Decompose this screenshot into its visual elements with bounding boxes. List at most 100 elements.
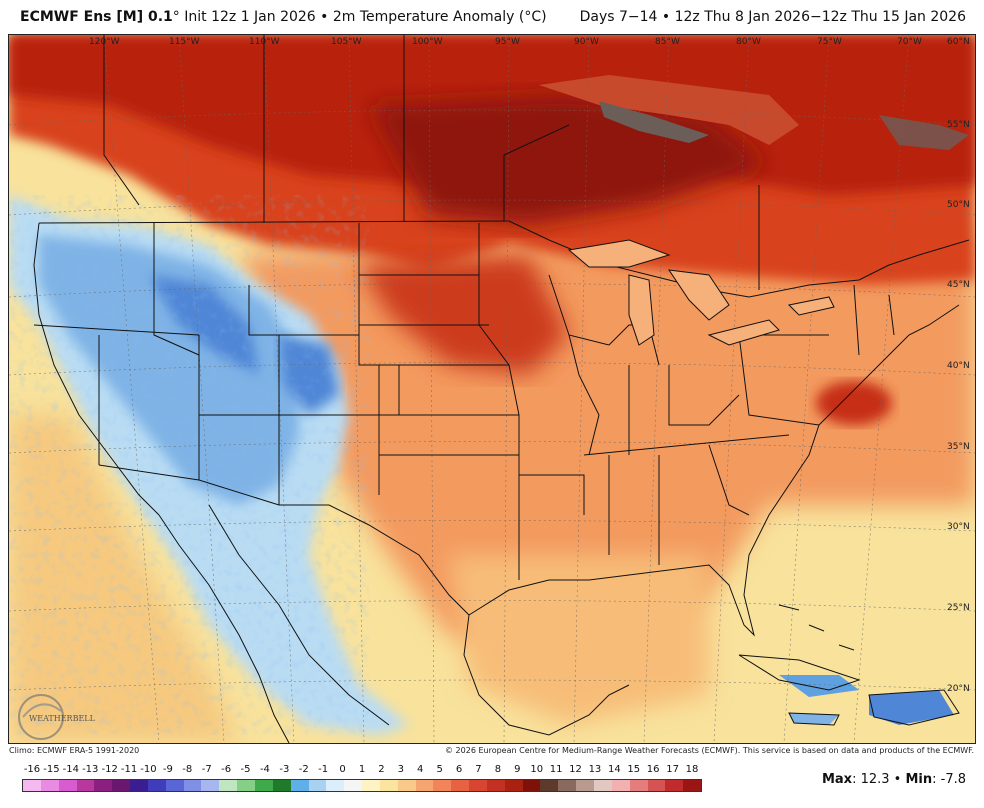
colorbar-swatch <box>469 780 487 791</box>
colorbar-swatch <box>540 780 559 791</box>
colorbar-tick-label: -2 <box>298 764 309 775</box>
lon-label: 105°W <box>331 37 362 47</box>
colorbar-swatch <box>379 780 398 791</box>
colorbar-swatch <box>40 780 59 791</box>
colorbar-swatches <box>22 779 702 792</box>
colorbar-tick-label: -9 <box>162 764 173 775</box>
max-value: : 12.3 • <box>852 772 906 787</box>
valid-period: Days 7−14 • 12z Thu 8 Jan 2026−12z Thu 1… <box>579 9 966 25</box>
great-lakes <box>567 239 835 346</box>
colorbar-swatch <box>415 780 434 791</box>
colorbar-swatch <box>397 780 416 791</box>
copyright-text: © 2026 European Centre for Medium-Range … <box>445 746 974 755</box>
colorbar-tick-label: 10 <box>530 764 544 775</box>
colorbar-tick-label: -1 <box>318 764 329 775</box>
hudson-bay <box>539 75 799 145</box>
colorbar-tick-label: 18 <box>685 764 699 775</box>
colorbar-tick-label: 4 <box>417 764 424 775</box>
colorbar-swatch <box>165 780 184 791</box>
colorbar-swatch <box>647 780 666 791</box>
max-label: Max <box>821 772 853 787</box>
colorbar-labels: -16 -15 -14 -13 -12 -11 -10 -9 -8 -7 -6 -5 -4 -3 -2 -1 0… <box>22 764 702 778</box>
colorbar-tick-label: -7 <box>201 764 212 775</box>
colorbar-tick-label: 8 <box>494 764 502 775</box>
lon-label: 70°W <box>897 37 922 47</box>
colorbar-tick-label: 17 <box>666 764 679 775</box>
bay-grey <box>599 101 709 143</box>
caribbean-islands <box>738 604 960 726</box>
colorbar-swatch <box>76 780 95 791</box>
lon-label: 75°W <box>817 37 842 47</box>
colorbar-swatch <box>237 780 255 791</box>
max-min-stats: Max: 12.3 • Min: -7.8 <box>822 772 966 787</box>
gulf-warm <box>449 555 709 725</box>
colorbar-swatch <box>665 780 684 791</box>
colorbar-swatch <box>112 780 131 791</box>
colorbar-swatch <box>219 780 238 791</box>
colorbar-swatch <box>433 780 452 791</box>
colorbar-swatch <box>558 780 577 791</box>
map-svg: 120°W 115°W 110°W 105°W 100°W 95°W 90°W … <box>9 35 975 743</box>
colorbar-swatch <box>326 780 345 791</box>
colorbar-tick-label: -4 <box>259 764 270 775</box>
colorbar-swatch <box>683 780 702 791</box>
plains-warm-plume <box>359 255 569 375</box>
colorbar-tick-label: 6 <box>455 764 463 775</box>
lon-labels: 120°W 115°W 110°W 105°W 100°W 95°W 90°W … <box>89 37 970 47</box>
colorbar-swatch <box>201 780 220 791</box>
colorbar-tick-label: 14 <box>607 764 621 775</box>
labrador-grey <box>879 115 969 150</box>
colorbar-swatch <box>576 780 594 791</box>
colorbar-tick-label: 3 <box>397 764 404 775</box>
colorbar-swatch <box>58 780 77 791</box>
colorbar-tick-label: -6 <box>221 764 232 775</box>
colorbar-swatch <box>23 780 41 791</box>
colorbar-swatch <box>522 780 541 791</box>
lat-label: 45°N <box>947 280 970 290</box>
colorbar-tick-label: -12 <box>101 764 118 775</box>
colorbar-tick-label: -8 <box>182 764 193 775</box>
mexico-pacific-coast <box>208 504 390 726</box>
lat-labels: 55°N 50°N 45°N 40°N 35°N 30°N 25°N 20°N <box>947 120 970 694</box>
header-left: ECMWF Ens [M] 0.1° Init 12z 1 Jan 2026 •… <box>20 9 547 25</box>
hispaniola-cool <box>869 690 954 725</box>
colorbar-tick-label: 15 <box>627 764 641 775</box>
lon-label: 90°W <box>574 37 599 47</box>
climo-text: Climo: ECMWF ERA-5 1991-2020 <box>9 746 140 755</box>
colorbar-swatch <box>486 780 505 791</box>
colorbar-tick-label: 13 <box>588 764 602 775</box>
cold-speckle <box>9 195 369 735</box>
colorbar-tick-label: 2 <box>378 764 385 775</box>
lon-label: 100°W <box>412 37 443 47</box>
model-title: ECMWF Ens [M] 0.1 <box>20 9 173 25</box>
colorbar-tick-label: -15 <box>43 764 60 775</box>
colorbar-swatch <box>254 780 273 791</box>
political-borders <box>33 35 970 637</box>
lon-label: 85°W <box>655 37 680 47</box>
colorbar-swatch <box>611 780 630 791</box>
colorbar-tick-label: -5 <box>240 764 251 775</box>
lat-label: 55°N <box>947 120 970 130</box>
colorbar-swatch <box>344 780 363 791</box>
colorbar-swatch <box>147 780 166 791</box>
colorbar-swatch <box>130 780 148 791</box>
lat-label: 60°N <box>947 37 970 47</box>
min-value: : -7.8 <box>932 772 966 787</box>
lat-label: 40°N <box>947 361 970 371</box>
lon-label: 115°W <box>169 37 200 47</box>
colorbar-tick-label: 5 <box>436 764 443 775</box>
graticule <box>9 35 975 743</box>
lon-label: 80°W <box>736 37 761 47</box>
lat-label: 20°N <box>947 684 970 694</box>
init-text: ° Init 12z 1 Jan 2026 • 2m Temperature A… <box>172 9 547 25</box>
anomaly-map[interactable]: 120°W 115°W 110°W 105°W 100°W 95°W 90°W … <box>8 34 976 744</box>
colorbar-swatch <box>94 780 113 791</box>
colorbar-swatch <box>290 780 309 791</box>
weatherbell-logo: WEATHERBELL <box>18 694 96 740</box>
colorbar-tick-label: -11 <box>120 764 138 775</box>
colorbar-tick-label: 1 <box>358 764 366 775</box>
header: ECMWF Ens [M] 0.1° Init 12z 1 Jan 2026 •… <box>0 0 984 34</box>
min-label: Min <box>905 772 933 787</box>
atlantic-hotspot <box>816 381 892 425</box>
colorbar-tick-label: -13 <box>82 764 99 775</box>
